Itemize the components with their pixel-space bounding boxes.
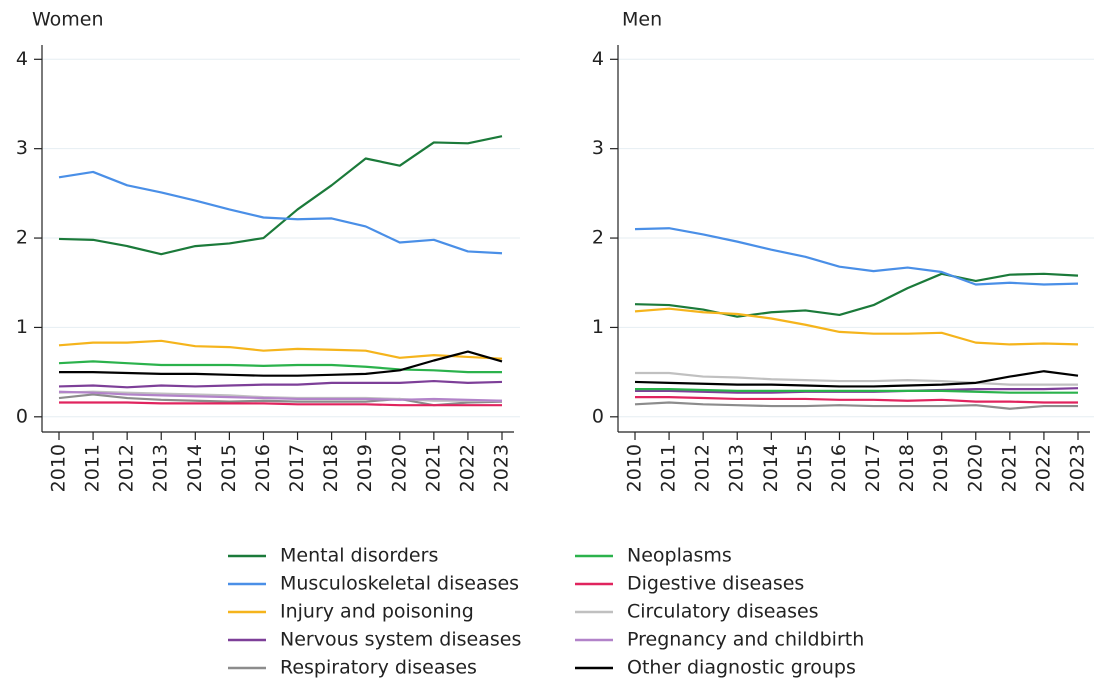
legend-label: Other diagnostic groups (627, 657, 856, 679)
y-tick-label: 4 (592, 48, 604, 70)
series-line (634, 401, 1078, 410)
x-tick-label: 2016 (252, 444, 274, 492)
series-line (634, 272, 1079, 318)
x-tick-label: 2018 (320, 444, 342, 492)
legend-label: Mental disorders (280, 545, 438, 567)
x-tick-label: 2017 (286, 444, 308, 492)
series-line (635, 396, 1078, 404)
legend-label: Circulatory diseases (627, 601, 819, 623)
x-tick-label: 2015 (794, 444, 816, 492)
legend-label: Digestive diseases (627, 573, 804, 595)
legend-label: Musculoskeletal diseases (280, 573, 519, 595)
series-line (634, 307, 1079, 346)
x-tick-label: 2020 (388, 444, 410, 492)
series-line (58, 360, 502, 374)
series-line (58, 390, 503, 402)
x-tick-label: 2021 (998, 444, 1020, 492)
x-tick-label: 2013 (726, 444, 748, 492)
legend-label: Injury and poisoning (280, 601, 474, 623)
panel-title: Women (32, 9, 104, 31)
x-tick-label: 2022 (1032, 444, 1054, 492)
series-line (58, 379, 503, 389)
series-line (58, 135, 503, 256)
x-tick-label: 2012 (692, 444, 714, 492)
legend-label: Respiratory diseases (280, 657, 477, 679)
y-tick-label: 0 (592, 405, 604, 427)
x-tick-label: 2014 (184, 444, 206, 492)
x-tick-label: 2013 (150, 444, 172, 492)
series-line (58, 339, 503, 360)
x-tick-label: 2019 (354, 444, 376, 492)
x-tick-label: 2018 (896, 444, 918, 492)
y-tick-label: 2 (592, 227, 604, 249)
x-tick-label: 2012 (116, 444, 138, 492)
y-tick-label: 3 (16, 137, 28, 159)
series-line (635, 371, 1078, 386)
series-line (634, 370, 1079, 388)
panel-title: Men (622, 9, 662, 31)
x-tick-label: 2016 (828, 444, 850, 492)
x-tick-label: 2011 (658, 444, 680, 492)
legend-label: Neoplasms (627, 545, 732, 567)
x-tick-label: 2014 (760, 444, 782, 492)
y-tick-label: 2 (16, 227, 28, 249)
series-line (58, 170, 503, 255)
x-tick-label: 2021 (422, 444, 444, 492)
x-tick-label: 2010 (48, 444, 70, 492)
x-tick-label: 2022 (456, 444, 478, 492)
series-line (59, 401, 502, 407)
series-line (634, 227, 1079, 286)
legend-label: Nervous system diseases (280, 629, 521, 651)
x-tick-label: 2011 (82, 444, 104, 492)
legend-label: Pregnancy and childbirth (627, 629, 864, 651)
series-line (635, 387, 1078, 394)
y-tick-label: 1 (592, 316, 604, 338)
x-tick-label: 2015 (218, 444, 240, 492)
series-line (59, 350, 503, 377)
y-tick-label: 4 (16, 48, 28, 70)
x-tick-label: 2010 (624, 444, 646, 492)
y-tick-label: 3 (592, 137, 604, 159)
x-tick-label: 2023 (1067, 444, 1089, 492)
x-tick-label: 2020 (964, 444, 986, 492)
x-tick-label: 2017 (862, 444, 884, 492)
y-tick-label: 1 (16, 316, 28, 338)
x-tick-label: 2023 (491, 444, 513, 492)
y-tick-label: 0 (16, 405, 28, 427)
x-tick-label: 2019 (930, 444, 952, 492)
